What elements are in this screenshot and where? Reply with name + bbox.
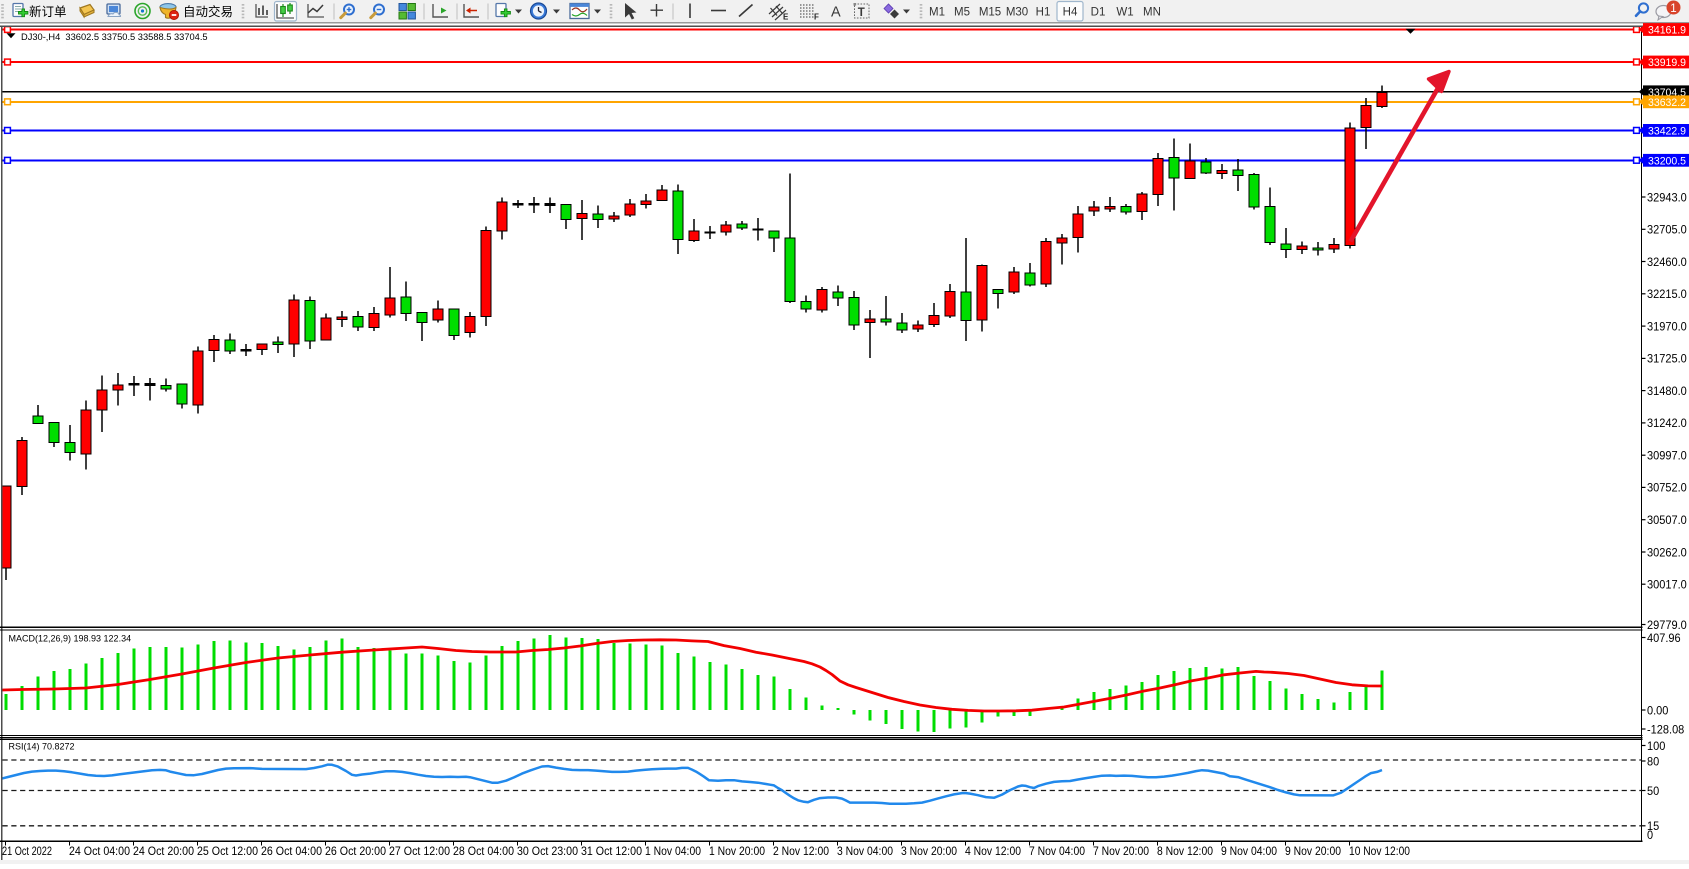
svg-text:15: 15 xyxy=(1647,819,1659,833)
svg-text:32460.0: 32460.0 xyxy=(1647,255,1687,269)
svg-text:MACD(12,26,9) 198.93 122.34: MACD(12,26,9) 198.93 122.34 xyxy=(9,634,132,644)
svg-text:31242.0: 31242.0 xyxy=(1647,416,1687,430)
svg-text:MN: MN xyxy=(1143,7,1161,19)
svg-text:A: A xyxy=(831,5,841,21)
svg-text:10 Nov 12:00: 10 Nov 12:00 xyxy=(1349,844,1410,858)
svg-text:407.96: 407.96 xyxy=(1647,631,1681,645)
svg-text:0.00: 0.00 xyxy=(1647,703,1669,717)
svg-text:自动交易: 自动交易 xyxy=(183,4,233,19)
svg-text:30017.0: 30017.0 xyxy=(1647,578,1687,592)
svg-text:50: 50 xyxy=(1647,784,1659,798)
svg-text:DJ30-,H4 33602.5 33750.5 3358: DJ30-,H4 33602.5 33750.5 33588.5 33704.5 xyxy=(21,32,208,42)
svg-text:25 Oct 12:00: 25 Oct 12:00 xyxy=(197,844,258,858)
svg-text:28 Oct 04:00: 28 Oct 04:00 xyxy=(453,844,514,858)
svg-text:26 Oct 04:00: 26 Oct 04:00 xyxy=(261,844,322,858)
svg-text:30997.0: 30997.0 xyxy=(1647,449,1687,463)
svg-text:7 Nov 04:00: 7 Nov 04:00 xyxy=(1029,844,1085,858)
svg-text:30262.0: 30262.0 xyxy=(1647,545,1687,559)
svg-text:32943.0: 32943.0 xyxy=(1647,190,1687,204)
svg-text:24 Oct 04:00: 24 Oct 04:00 xyxy=(69,844,130,858)
svg-text:1: 1 xyxy=(1670,3,1676,15)
svg-text:31480.0: 31480.0 xyxy=(1647,384,1687,398)
svg-text:31 Oct 12:00: 31 Oct 12:00 xyxy=(581,844,642,858)
svg-text:26 Oct 20:00: 26 Oct 20:00 xyxy=(325,844,386,858)
svg-text:2 Nov 12:00: 2 Nov 12:00 xyxy=(773,844,829,858)
svg-text:RSI(14) 70.8272: RSI(14) 70.8272 xyxy=(9,742,75,752)
svg-text:E: E xyxy=(783,13,789,22)
svg-text:W1: W1 xyxy=(1116,7,1133,19)
svg-text:33632.2: 33632.2 xyxy=(1648,97,1686,109)
svg-text:33422.9: 33422.9 xyxy=(1648,126,1686,138)
svg-text:1 Nov 04:00: 1 Nov 04:00 xyxy=(645,844,701,858)
svg-text:新订单: 新订单 xyxy=(29,4,67,19)
svg-text:9 Nov 04:00: 9 Nov 04:00 xyxy=(1221,844,1277,858)
svg-text:3 Nov 20:00: 3 Nov 20:00 xyxy=(901,844,957,858)
svg-text:30507.0: 30507.0 xyxy=(1647,513,1687,527)
svg-text:M1: M1 xyxy=(929,7,945,19)
svg-text:31725.0: 31725.0 xyxy=(1647,352,1687,366)
svg-text:24 Oct 20:00: 24 Oct 20:00 xyxy=(133,844,194,858)
svg-text:30 Oct 23:00: 30 Oct 23:00 xyxy=(517,844,578,858)
svg-text:F: F xyxy=(814,13,819,22)
svg-text:33919.9: 33919.9 xyxy=(1648,57,1686,69)
svg-text:34161.9: 34161.9 xyxy=(1648,25,1686,37)
svg-text:M5: M5 xyxy=(954,7,970,19)
svg-text:9 Nov 20:00: 9 Nov 20:00 xyxy=(1285,844,1341,858)
svg-text:21 Oct 2022: 21 Oct 2022 xyxy=(2,844,52,858)
svg-text:M15: M15 xyxy=(979,7,1001,19)
svg-text:H4: H4 xyxy=(1063,7,1078,19)
svg-text:M30: M30 xyxy=(1006,7,1028,19)
svg-text:1 Nov 20:00: 1 Nov 20:00 xyxy=(709,844,765,858)
svg-text:32215.0: 32215.0 xyxy=(1647,287,1687,301)
svg-text:30752.0: 30752.0 xyxy=(1647,481,1687,495)
svg-text:3 Nov 04:00: 3 Nov 04:00 xyxy=(837,844,893,858)
svg-text:27 Oct 12:00: 27 Oct 12:00 xyxy=(389,844,450,858)
svg-text:80: 80 xyxy=(1647,754,1659,768)
svg-text:H1: H1 xyxy=(1036,7,1051,19)
svg-text:32705.0: 32705.0 xyxy=(1647,223,1687,237)
svg-text:33200.5: 33200.5 xyxy=(1648,156,1686,168)
svg-text:4 Nov 12:00: 4 Nov 12:00 xyxy=(965,844,1021,858)
svg-text:0: 0 xyxy=(1647,828,1653,842)
svg-text:100: 100 xyxy=(1647,739,1666,753)
svg-text:8 Nov 12:00: 8 Nov 12:00 xyxy=(1157,844,1213,858)
svg-text:-128.08: -128.08 xyxy=(1647,722,1685,736)
svg-text:T: T xyxy=(858,7,865,19)
svg-text:31970.0: 31970.0 xyxy=(1647,319,1687,333)
svg-text:29779.0: 29779.0 xyxy=(1647,618,1687,632)
svg-text:D1: D1 xyxy=(1091,7,1106,19)
svg-text:7 Nov 20:00: 7 Nov 20:00 xyxy=(1093,844,1149,858)
